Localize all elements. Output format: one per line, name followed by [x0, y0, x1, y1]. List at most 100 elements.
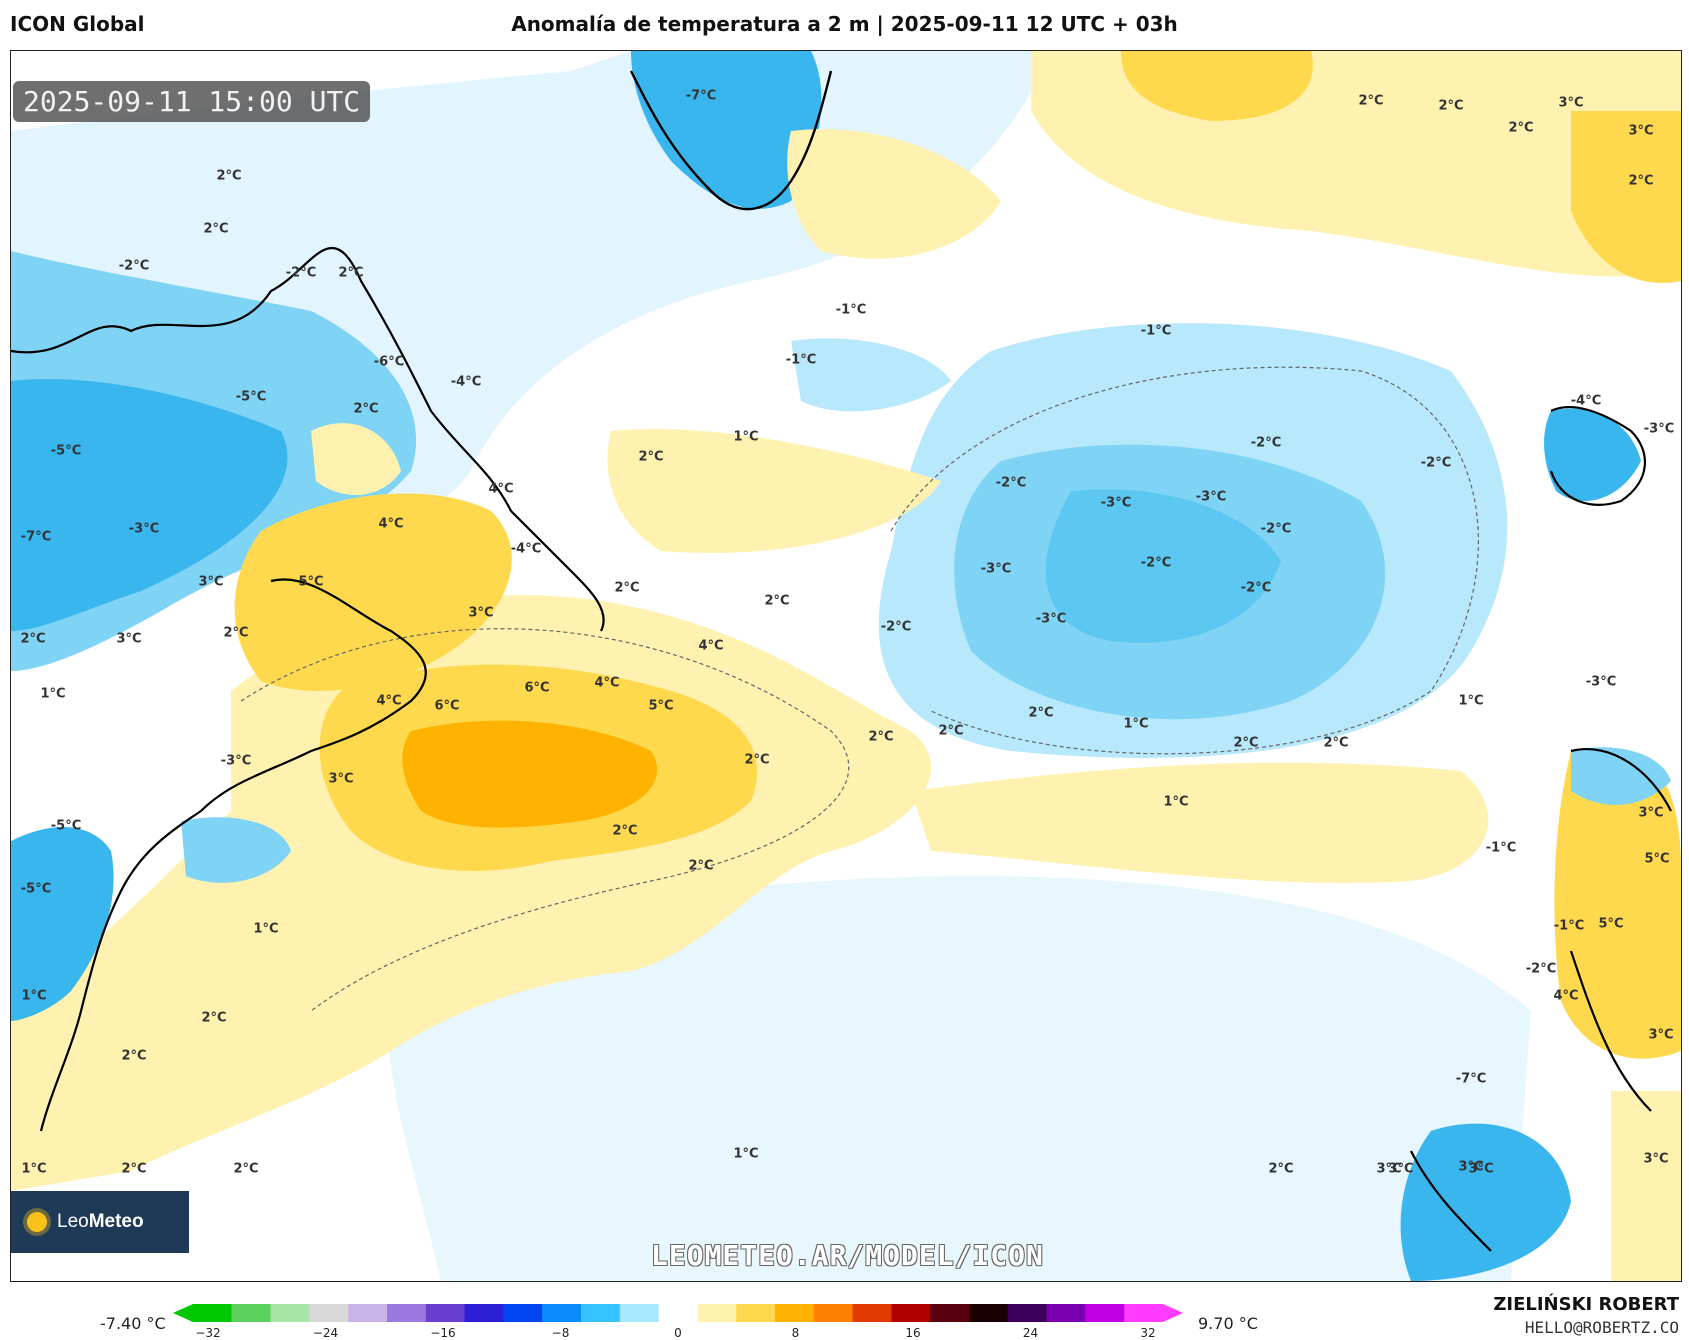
contour-label: -5°C: [20, 881, 52, 897]
contour-label: 1°C: [733, 429, 759, 445]
contour-label: 3°C: [1468, 1161, 1494, 1177]
cold-anomaly-east-inner: [1045, 489, 1281, 643]
contour-label: 4°C: [376, 693, 402, 709]
contour-label: 2°C: [1508, 120, 1534, 136]
footer: -7.40 °C −32 −24 −16 −8 0 8 16 24 32 9.70 °C ZIE…: [0, 1282, 1689, 1340]
cold-anomaly-us-east: [11, 827, 114, 1021]
contour-label: 2°C: [338, 265, 364, 281]
contour-label: -3°C: [980, 561, 1012, 577]
contour-label: 6°C: [524, 680, 550, 696]
contour-label: -6°C: [373, 354, 405, 370]
warm-anomaly-iberia: [1554, 748, 1681, 1059]
contour-label: -2°C: [1140, 555, 1172, 571]
contour-label: 2°C: [201, 1010, 227, 1026]
warm-anomaly-newfoundland-north: [607, 429, 941, 553]
colorbar-segment: [231, 1304, 272, 1322]
contour-label: 4°C: [1553, 988, 1579, 1004]
colorbar-max-label: 9.70 °C: [1198, 1314, 1258, 1333]
colorbar-tick-label: −8: [551, 1326, 570, 1340]
leometeo-logo: Leo Meteo: [11, 1191, 189, 1253]
contour-label: 5°C: [1598, 916, 1624, 932]
warm-anomaly-maritimes: [234, 493, 512, 691]
contour-label: 3°C: [1638, 805, 1664, 821]
colorbar-segment: [1046, 1304, 1086, 1322]
contour-label: 2°C: [121, 1048, 147, 1064]
contour-label: -7°C: [20, 529, 52, 545]
contour-label: 2°C: [1323, 735, 1349, 751]
contour-label: -1°C: [1553, 918, 1585, 934]
contour-label: 1°C: [21, 1161, 47, 1177]
contour-label: 3°C: [1628, 123, 1654, 139]
colorbar-segment: [736, 1304, 776, 1322]
colorbar-segment: [1085, 1304, 1125, 1322]
contour-label: 4°C: [378, 516, 404, 532]
contour-line: [890, 366, 1479, 755]
warm-anomaly-scandinavia: [1571, 111, 1681, 283]
colorbar-min-label: -7.40 °C: [100, 1314, 166, 1333]
contour-label: -1°C: [785, 352, 817, 368]
contour-label: -1°C: [1485, 840, 1517, 856]
colorbar-segment: [1007, 1304, 1048, 1322]
contour-label: 2°C: [353, 401, 379, 417]
contour-label: 2°C: [1628, 173, 1654, 189]
contour-label: 3°C: [116, 631, 142, 647]
contour-label: 2°C: [1028, 705, 1054, 721]
colorbar-tick-label: −16: [430, 1326, 456, 1340]
contour-label: -2°C: [880, 619, 912, 635]
sun-icon: [27, 1212, 47, 1232]
contour-label: 3°C: [1388, 1161, 1414, 1177]
map-panel: 2025-09-11 15:00 UTC LEOMETEO.AR/MODEL/I…: [10, 50, 1682, 1282]
coastline-europe: [1410, 406, 1672, 1252]
colorbar-segment: [542, 1304, 582, 1322]
contour-label: 2°C: [1233, 735, 1259, 751]
contour-label: -3°C: [128, 521, 160, 537]
colorbar-segment: [173, 1304, 232, 1322]
contour-label: 2°C: [614, 580, 640, 596]
contour-label: 2°C: [688, 858, 714, 874]
logo-text-bold: Meteo: [88, 1211, 144, 1232]
contour-label: 1°C: [1163, 794, 1189, 810]
colorbar-segment: [581, 1304, 621, 1322]
contour-label: -1°C: [1140, 323, 1172, 339]
contour-label: -2°C: [1240, 580, 1272, 596]
contour-label: -3°C: [220, 753, 252, 769]
contour-label: 5°C: [648, 698, 674, 714]
contour-label: -3°C: [1195, 489, 1227, 505]
colorbar-tick-label: 24: [1022, 1326, 1039, 1340]
contour-label: -2°C: [285, 265, 317, 281]
logo-text-light: Leo: [57, 1211, 89, 1232]
contour-label: -7°C: [1455, 1071, 1487, 1087]
colorbar-segment: [619, 1304, 660, 1322]
contour-label: -2°C: [1420, 455, 1452, 471]
contour-label: 2°C: [764, 593, 790, 609]
author-name: ZIELIŃSKI ROBERT: [1493, 1294, 1679, 1315]
colorbar-segment: [813, 1304, 854, 1322]
contour-label: -5°C: [50, 818, 82, 834]
contour-label: -3°C: [1100, 495, 1132, 511]
contour-label: 1°C: [40, 686, 66, 702]
contour-label: 2°C: [612, 823, 638, 839]
source-watermark: LEOMETEO.AR/MODEL/ICON: [651, 1239, 1044, 1272]
contour-label: -2°C: [118, 258, 150, 274]
warm-anomaly-greenland-south: [787, 129, 1001, 259]
cold-anomaly-greenland: [631, 51, 822, 209]
warm-anomaly-quebec: [311, 423, 401, 495]
contour-label: 3°C: [328, 771, 354, 787]
contour-label: 3°C: [198, 574, 224, 590]
contour-label: 4°C: [594, 675, 620, 691]
author-email: HELLO@ROBERTZ.CO: [1524, 1318, 1679, 1337]
contour-label: 5°C: [298, 574, 324, 590]
colorbar-segment: [464, 1304, 504, 1322]
colorbar-segment: [425, 1304, 466, 1322]
contour-label: 1°C: [1123, 716, 1149, 732]
contour-label: 2°C: [638, 449, 664, 465]
anomaly-field: [11, 51, 1681, 1281]
contour-label: 1°C: [1458, 693, 1484, 709]
contour-label: 1°C: [253, 921, 279, 937]
coastline-north-america: [11, 246, 605, 1132]
cold-anomaly-sahara: [1400, 1123, 1571, 1281]
contour-label: -7°C: [685, 88, 717, 104]
colorbar-segment: [348, 1304, 388, 1322]
warm-anomaly-sahara-east: [1611, 1091, 1681, 1281]
map-title: Anomalía de temperatura a 2 m | 2025-09-…: [511, 12, 1178, 36]
